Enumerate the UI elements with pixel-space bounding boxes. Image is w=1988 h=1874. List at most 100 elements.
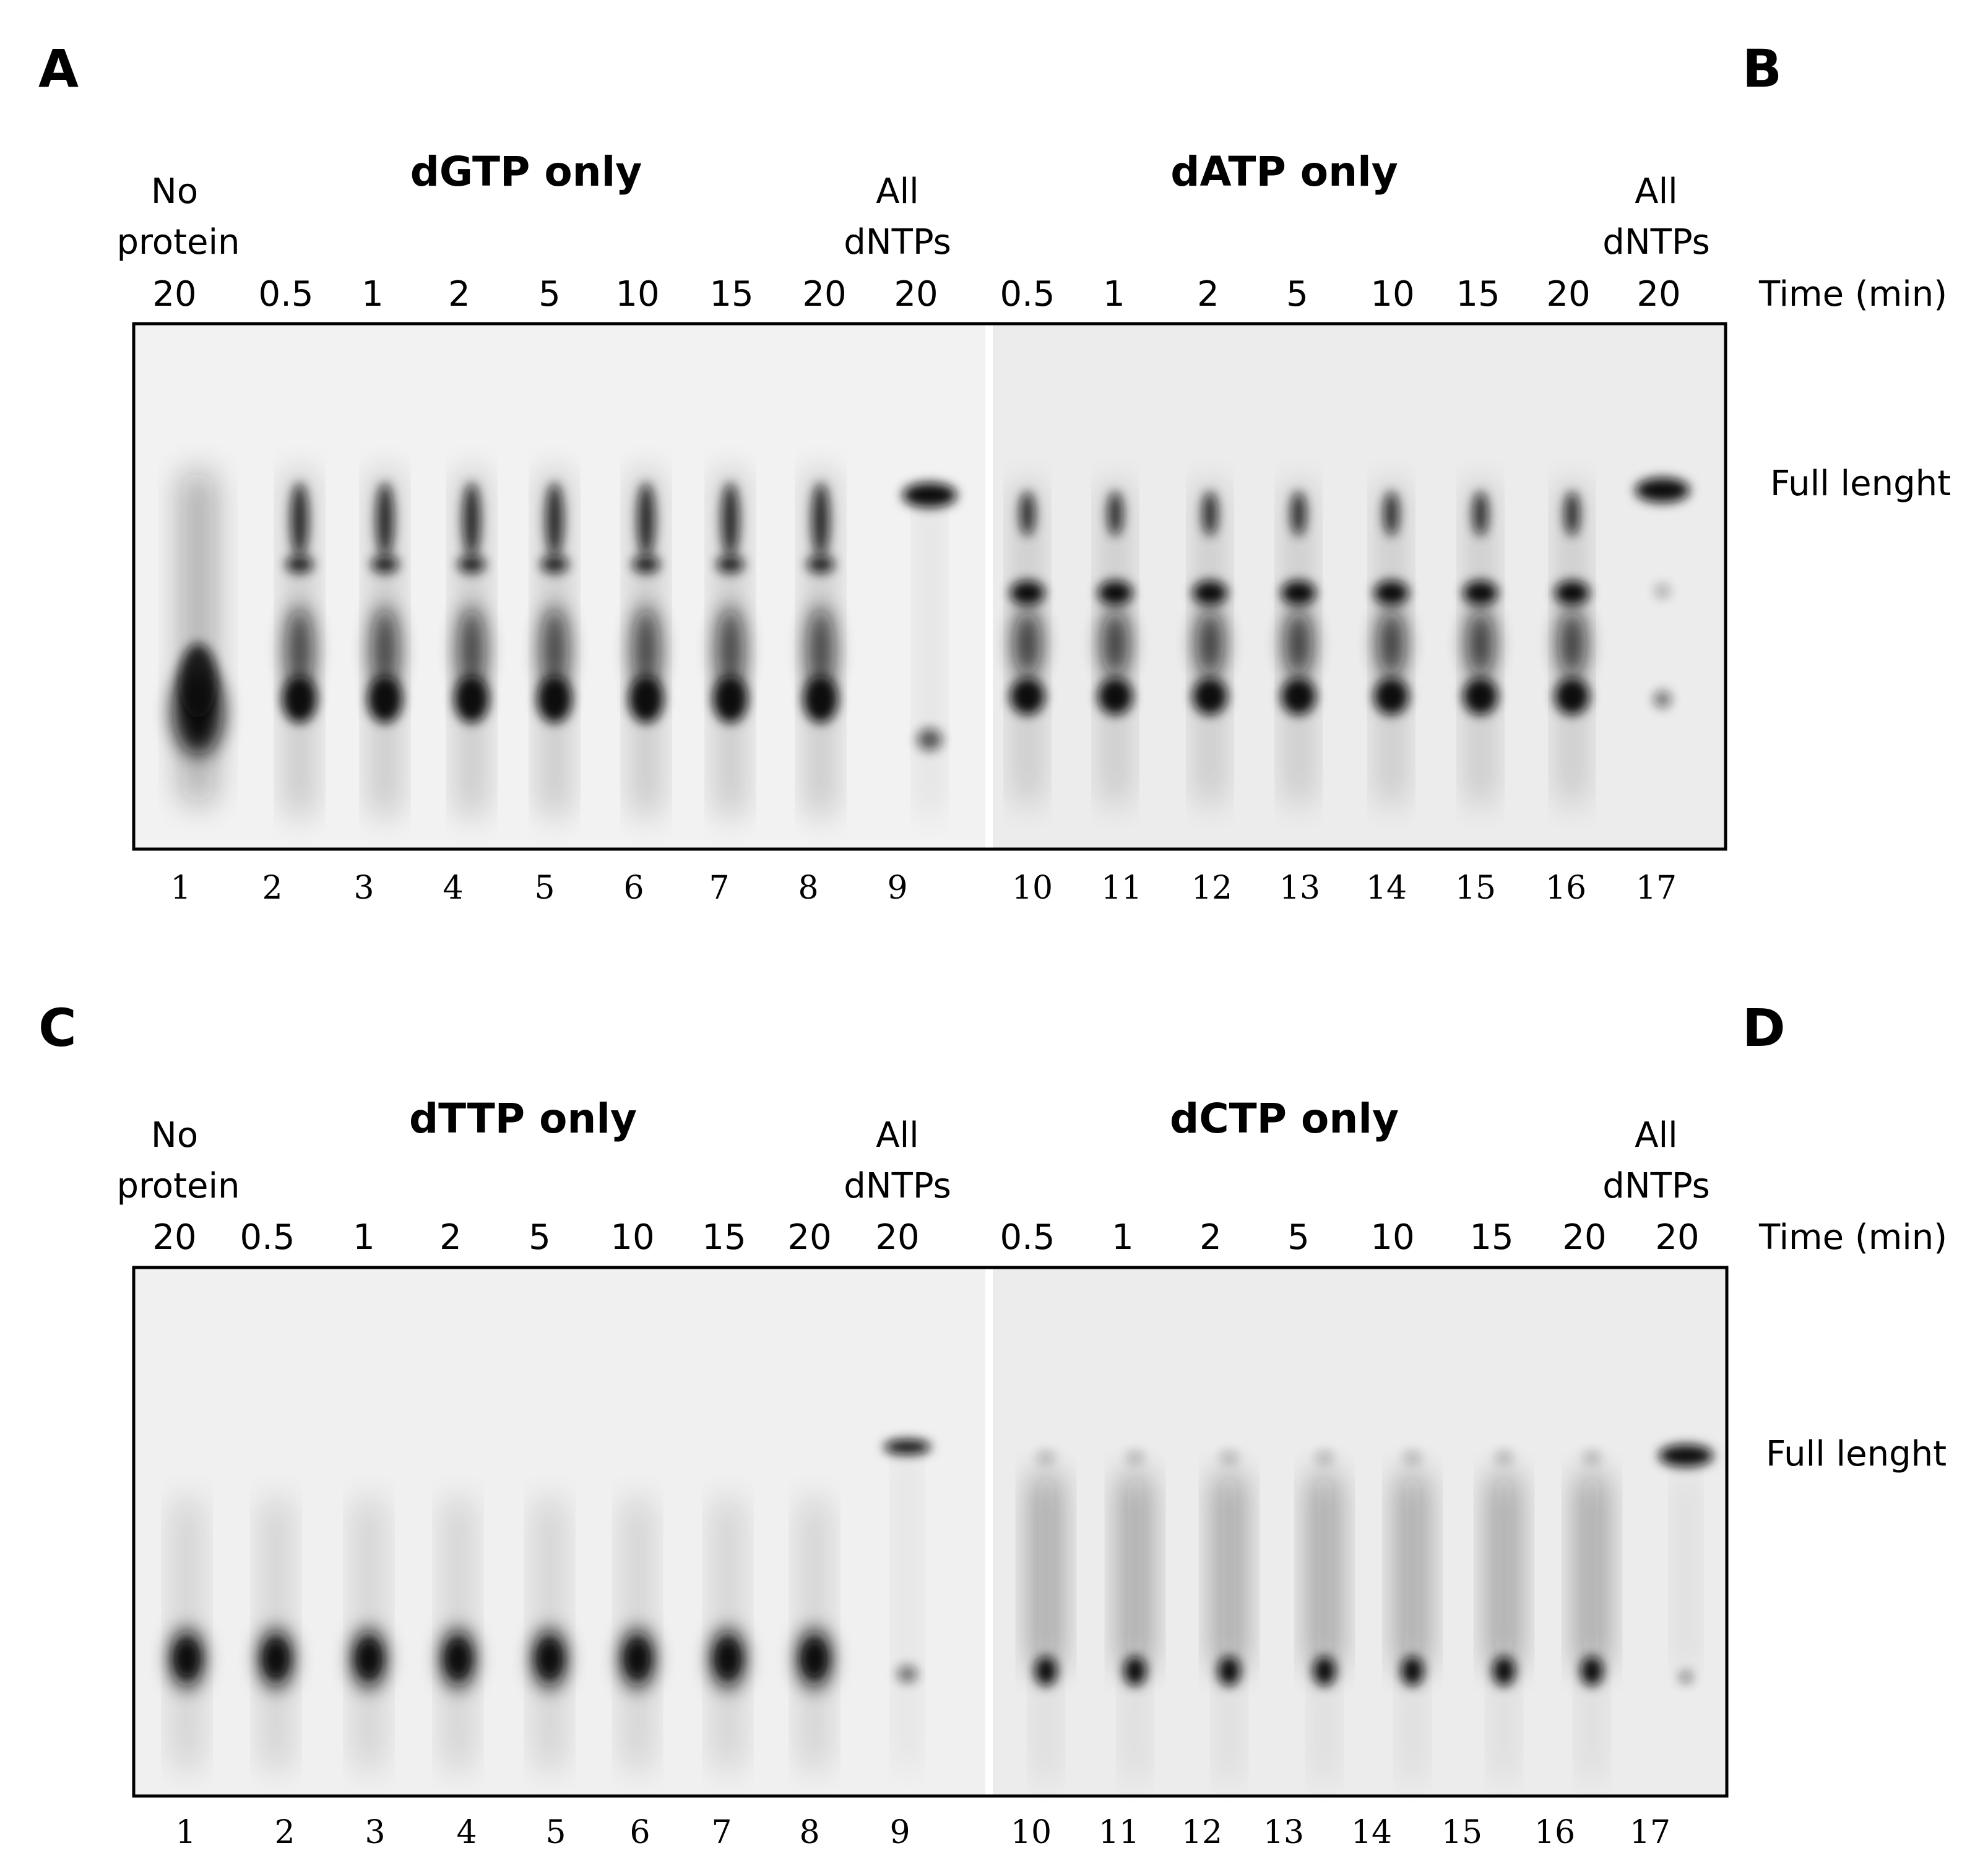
lane-number: 13 xyxy=(1279,870,1320,907)
lane-number: 9 xyxy=(887,870,907,907)
lane-number: 11 xyxy=(1101,870,1142,907)
all-dntps-label: dNTPs xyxy=(1602,1166,1710,1206)
gel-band xyxy=(1037,1451,1055,1464)
lane-smear xyxy=(922,495,937,817)
no-protein-label: protein xyxy=(116,222,240,262)
gel-band xyxy=(884,1440,931,1454)
gel-band xyxy=(1404,1451,1421,1464)
time-axis-label: Time (min) xyxy=(1758,274,1947,314)
gel-band xyxy=(1281,581,1316,605)
gel-band xyxy=(717,1641,739,1676)
lane-number: 8 xyxy=(798,870,818,907)
gel-dttp xyxy=(135,1269,985,1795)
gel-title-datp: dATP only xyxy=(1170,148,1398,196)
gel-band xyxy=(1495,1451,1513,1464)
gel-band xyxy=(371,556,399,573)
time-label: 15 xyxy=(1469,1217,1513,1258)
lane-number: 15 xyxy=(1441,1814,1482,1851)
lane-number: 8 xyxy=(799,1814,819,1851)
gel-separator xyxy=(985,325,993,848)
gel-band xyxy=(179,644,217,718)
time-label: 0.5 xyxy=(1000,274,1055,314)
gel-band xyxy=(1655,584,1670,598)
lane-number: 5 xyxy=(545,1814,566,1851)
lane-number: 4 xyxy=(443,870,463,907)
gel-band xyxy=(458,556,485,573)
gel-title-dctp: dCTP only xyxy=(1170,1095,1399,1142)
gel-band xyxy=(807,607,834,693)
time-label: 20 xyxy=(1636,274,1680,314)
gel-band xyxy=(454,676,489,723)
gel-band xyxy=(1108,491,1123,536)
gel-band xyxy=(286,556,313,573)
gel-band xyxy=(176,1641,198,1676)
time-label: 1 xyxy=(361,274,384,314)
time-label: 0.5 xyxy=(240,1217,295,1258)
gel-band xyxy=(541,607,568,693)
gel-band xyxy=(1010,678,1045,715)
panel-label-a: A xyxy=(38,38,79,99)
gel-band xyxy=(803,1641,826,1676)
lane-number: 10 xyxy=(1012,870,1053,907)
gel-band xyxy=(1020,491,1035,536)
gel-band xyxy=(265,1641,287,1676)
gel-band xyxy=(637,483,655,557)
gel-separator xyxy=(985,1269,993,1795)
panel-label-b: B xyxy=(1742,38,1782,99)
no-protein-label: No xyxy=(151,1115,198,1155)
lane-number: 12 xyxy=(1191,870,1232,907)
gel-title-dttp: dTTP only xyxy=(409,1095,637,1142)
time-label: 15 xyxy=(1456,274,1500,314)
gel-band xyxy=(1281,678,1316,715)
lane-number: 11 xyxy=(1099,1814,1139,1851)
lane-number: 2 xyxy=(274,1814,295,1851)
panel-label-d: D xyxy=(1742,998,1786,1058)
lane-number: 6 xyxy=(629,1814,650,1851)
no-protein-label: No xyxy=(151,171,198,212)
gel-dctp xyxy=(993,1269,1726,1795)
gel-band xyxy=(291,483,308,557)
lane-smear xyxy=(1580,1473,1604,1671)
time-label: 20 xyxy=(875,1217,919,1258)
full-length-label: Full lenght xyxy=(1770,464,1951,504)
lane-smear xyxy=(1584,1671,1599,1782)
all-dntps-label: dNTPs xyxy=(844,1166,951,1206)
gel-band xyxy=(1221,1451,1238,1464)
time-label: 2 xyxy=(1199,1217,1222,1258)
gel-band xyxy=(537,676,572,723)
gel-band xyxy=(368,676,402,723)
gel-band xyxy=(1126,1451,1144,1464)
gel-band xyxy=(1635,478,1690,503)
gel-band xyxy=(717,607,744,693)
gel-band xyxy=(447,1641,469,1676)
lane-smear xyxy=(1128,1671,1143,1782)
time-label: 15 xyxy=(709,274,753,314)
gel-band xyxy=(371,607,399,693)
lane-number: 1 xyxy=(170,870,191,907)
time-label: 5 xyxy=(538,274,561,314)
lane-number: 7 xyxy=(709,870,729,907)
gel-band xyxy=(541,556,568,573)
gel-band xyxy=(1555,581,1589,605)
all-dntps-label: dNTPs xyxy=(1602,222,1710,262)
gel-band xyxy=(1374,581,1409,605)
gel-band xyxy=(1193,581,1227,605)
gel-band xyxy=(1291,491,1306,536)
gel-band xyxy=(1098,581,1133,605)
gel-band xyxy=(1316,1451,1333,1464)
time-label: 5 xyxy=(1287,1217,1310,1258)
gel-band xyxy=(1659,1444,1713,1467)
time-label: 5 xyxy=(529,1217,551,1258)
all-dntps-label: dNTPs xyxy=(844,222,951,262)
gel-frame xyxy=(132,322,1727,851)
lane-smear xyxy=(1492,1473,1516,1671)
time-label: 2 xyxy=(448,274,470,314)
time-label: 20 xyxy=(1546,274,1590,314)
gel-band xyxy=(282,676,317,723)
gel-band xyxy=(1203,491,1217,536)
lane-number: 9 xyxy=(889,1814,910,1851)
gel-band xyxy=(1285,610,1312,678)
time-label: 10 xyxy=(610,1217,654,1258)
lane-number: 10 xyxy=(1011,1814,1052,1851)
gel-band xyxy=(633,607,660,693)
